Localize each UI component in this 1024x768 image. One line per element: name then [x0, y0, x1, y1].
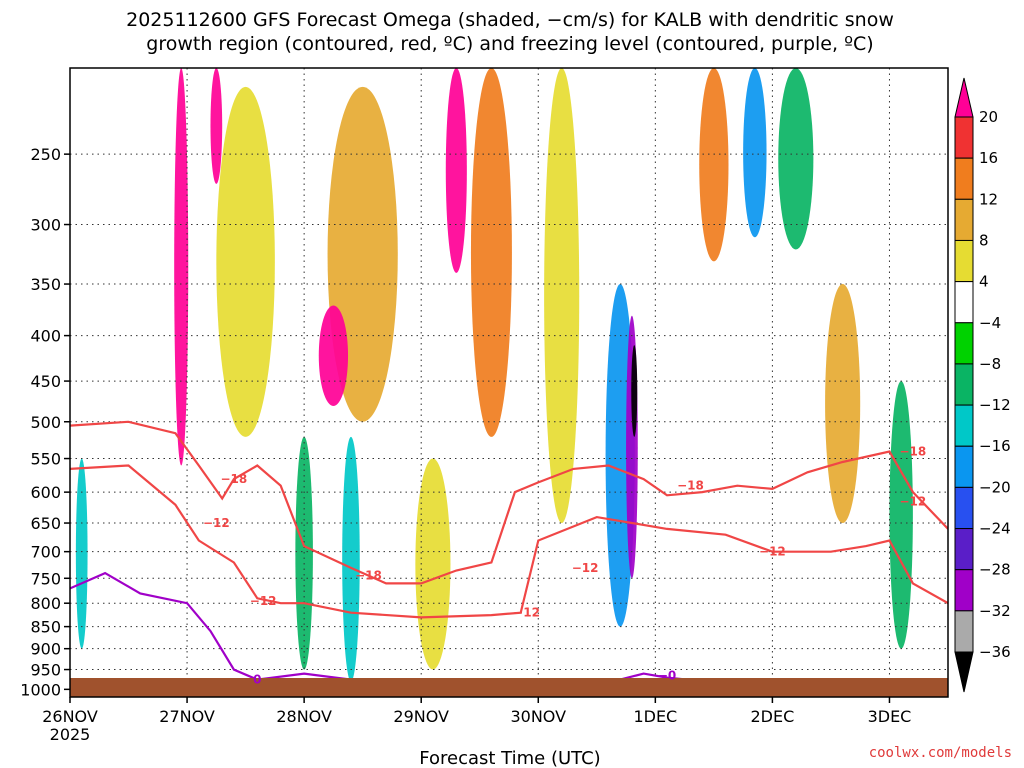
- x-tick-label-3: 29NOV: [393, 707, 449, 726]
- y-axis: 250 300 350 400 450 500 550 600 650 700 750 800 850 9…: [20, 145, 70, 699]
- colorbar-segment-6: [954, 363, 974, 406]
- colorbar-label-12: −32: [979, 602, 1011, 620]
- x-tick-label-2: 28NOV: [276, 707, 332, 726]
- x-tick-sublabel-0: 2025: [50, 725, 91, 744]
- colorbar-segment-5: [954, 322, 974, 365]
- colorbar-segment-12: [954, 610, 974, 653]
- colorbar-top-arrow: [954, 77, 974, 118]
- colorbar-bottom-arrow: [954, 651, 974, 693]
- y-tick-label-7: 600: [30, 483, 61, 502]
- colorbar-label-7: −12: [979, 396, 1011, 414]
- y-tick-label-12: 850: [30, 618, 61, 637]
- contour-label-1: −12: [203, 516, 230, 530]
- colorbar-segment-7: [954, 404, 974, 447]
- credit-text: coolwx.com/models: [869, 745, 1012, 761]
- colorbar-label-3: 8: [979, 231, 989, 249]
- plot-frame: [69, 67, 949, 698]
- omega-cell-13: [743, 68, 767, 238]
- y-tick-label-1: 300: [30, 216, 61, 235]
- omega-cell-1: [415, 458, 451, 670]
- colorbar-segment-1: [954, 157, 974, 200]
- contour-label-11: −0: [658, 669, 676, 683]
- x-tick-label-6: 2DEC: [751, 707, 795, 726]
- colorbar-segment-10: [954, 528, 974, 571]
- y-tick-label-9: 700: [30, 543, 61, 562]
- x-tick-label-7: 3DEC: [868, 707, 912, 726]
- omega-cell-10: [75, 458, 88, 649]
- contour-label-7: −12: [759, 545, 786, 559]
- terrain-band: [70, 678, 948, 697]
- colorbar-label-6: −8: [979, 355, 1001, 373]
- omega-cell-4: [778, 68, 814, 250]
- colorbar-segment-3: [954, 239, 974, 283]
- y-tick-label-0: 250: [30, 145, 61, 164]
- y-tick-label-15: 1000: [20, 680, 61, 699]
- chart-title-line2: growth region (contoured, red, ºC) and f…: [146, 33, 873, 55]
- y-tick-label-13: 900: [30, 640, 61, 659]
- y-tick-label-6: 550: [30, 450, 61, 469]
- omega-cell-15: [210, 68, 223, 184]
- colorbar-label-10: −24: [979, 520, 1011, 538]
- colorbar-segment-8: [954, 445, 974, 488]
- y-tick-label-8: 650: [30, 514, 61, 533]
- omega-cell-8: [470, 68, 512, 437]
- colorbar-label-13: −36: [979, 643, 1011, 661]
- y-tick-label-2: 350: [30, 275, 61, 294]
- contour-dgz-upper: [70, 420, 948, 585]
- omega-cell-2: [544, 68, 580, 523]
- omega-cell-5: [825, 284, 861, 524]
- omega-cell-11: [699, 68, 729, 262]
- contour-label-5: −12: [572, 561, 599, 575]
- omega-cell-7: [889, 381, 913, 649]
- omega-cell-14: [174, 68, 189, 466]
- terrain-layer: [70, 678, 948, 697]
- y-tick-label-3: 400: [30, 327, 61, 346]
- colorbar-label-0: 20: [979, 108, 998, 126]
- contour-labels: −18 −12 −12 −18 −12 −12 −18 −12 −18 −12 0 −0: [203, 444, 926, 686]
- contour-dgz-lower: [70, 464, 948, 619]
- contour-label-10: 0: [253, 673, 261, 687]
- colorbar-label-2: 12: [979, 190, 998, 208]
- contour-label-8: −18: [899, 444, 926, 458]
- colorbar-label-9: −20: [979, 478, 1011, 496]
- contour-label-6: −18: [677, 479, 704, 493]
- contour-label-0: −18: [221, 472, 248, 486]
- colorbar-segment-0: [954, 116, 974, 159]
- y-tick-label-5: 500: [30, 413, 61, 432]
- omega-cell-17: [445, 68, 467, 273]
- colorbar-label-11: −28: [979, 561, 1011, 579]
- contour-label-4: −12: [513, 606, 540, 620]
- colorbar-label-5: −4: [979, 314, 1001, 332]
- omega-cell-9: [342, 436, 360, 682]
- y-tick-label-10: 750: [30, 569, 61, 588]
- contour-label-3: −18: [355, 569, 382, 583]
- y-tick-label-4: 450: [30, 372, 61, 391]
- omega-cell-0: [216, 86, 275, 437]
- omega-cell-16: [318, 305, 349, 406]
- colorbar-label-1: 16: [979, 149, 998, 167]
- x-tick-label-4: 30NOV: [510, 707, 566, 726]
- y-tick-label-14: 950: [30, 661, 61, 680]
- omega-cell-19: [631, 345, 638, 437]
- colorbar-label-4: 4: [979, 273, 989, 291]
- chart-title-line1: 2025112600 GFS Forecast Omega (shaded, −…: [126, 9, 894, 31]
- colorbar: 20 16 12 8 4 −4 −8 −12 −16 −20 −24 −28 −32 −36: [954, 77, 1011, 693]
- colorbar-segment-4: [954, 281, 974, 324]
- x-tick-label-1: 27NOV: [159, 707, 215, 726]
- x-tick-label-5: 1DEC: [633, 707, 677, 726]
- contour-label-9: −12: [899, 495, 926, 509]
- x-tick-label-0: 26NOV: [42, 707, 98, 726]
- colorbar-segment-9: [954, 486, 974, 530]
- x-axis-label: Forecast Time (UTC): [419, 748, 600, 768]
- colorbar-label-8: −16: [979, 437, 1011, 455]
- colorbar-segment-2: [954, 198, 974, 241]
- omega-shading: [75, 68, 913, 682]
- y-tick-label-11: 800: [30, 594, 61, 613]
- contour-label-2: −12: [250, 594, 277, 608]
- colorbar-segment-11: [954, 569, 974, 612]
